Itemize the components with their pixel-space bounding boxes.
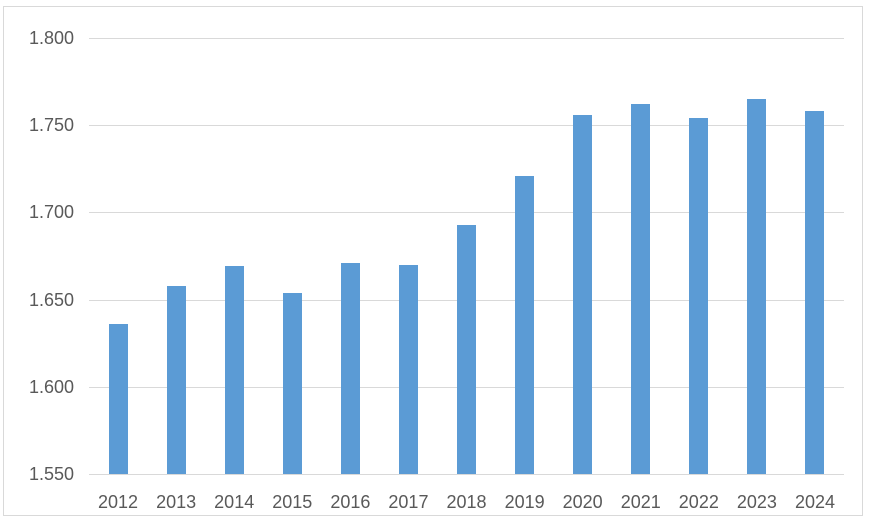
y-tick-label: 1.800 <box>28 28 74 48</box>
x-tick-label: 2021 <box>620 492 661 512</box>
bar-2019 <box>515 176 535 474</box>
y-tick-label: 1.650 <box>28 289 74 310</box>
x-tick-label: 2013 <box>156 492 197 512</box>
x-axis-line <box>89 474 844 475</box>
gridline <box>89 38 844 39</box>
bar-2014 <box>224 266 244 474</box>
bar-2013 <box>166 286 186 474</box>
bar-2020 <box>573 115 593 474</box>
x-axis-labels: 2012 2013 2014 2015 2016 2017 2018 2019 2020 2021… <box>89 490 844 514</box>
x-tick-label: 2016 <box>330 492 371 512</box>
plot-area <box>89 38 844 475</box>
y-tick-label: 1.550 <box>28 464 74 484</box>
y-tick-label: 1.700 <box>28 202 74 223</box>
bar-2021 <box>631 104 651 474</box>
bar-2016 <box>340 263 360 474</box>
bar-2017 <box>398 265 418 474</box>
bar-2024 <box>805 111 825 474</box>
x-tick-label: 2024 <box>794 492 835 512</box>
x-tick-label: 2012 <box>98 492 139 512</box>
bar-2023 <box>747 99 767 474</box>
x-tick-label: 2015 <box>272 492 313 512</box>
x-tick-label: 2022 <box>678 492 719 512</box>
x-tick-label: 2020 <box>562 492 603 512</box>
x-tick-label: 2014 <box>214 492 255 512</box>
bar-2012 <box>108 324 128 474</box>
y-tick-label: 1.600 <box>28 376 74 397</box>
x-tick-label: 2023 <box>736 492 777 512</box>
chart-frame: 1.800 1.750 1.700 1.650 1.600 1.550 2012 2013 2… <box>3 6 863 516</box>
gridline <box>89 212 844 214</box>
gridline <box>89 125 844 127</box>
x-tick-label: 2018 <box>446 492 487 512</box>
y-tick-label: 1.750 <box>28 115 74 136</box>
x-tick-label: 2019 <box>504 492 545 512</box>
x-tick-label: 2017 <box>388 492 429 512</box>
bar-2018 <box>457 225 476 474</box>
bar-2015 <box>282 293 302 474</box>
bar-2022 <box>689 118 709 474</box>
